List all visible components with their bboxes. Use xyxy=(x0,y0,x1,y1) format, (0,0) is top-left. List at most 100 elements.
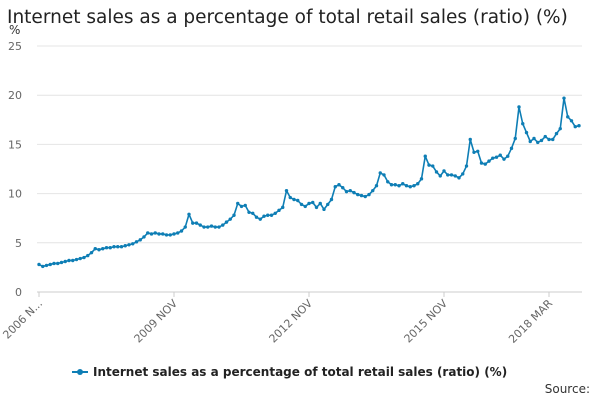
data-point[interactable] xyxy=(416,182,420,186)
data-point[interactable] xyxy=(461,172,465,176)
data-point[interactable] xyxy=(389,183,394,187)
data-point[interactable] xyxy=(168,233,172,237)
data-point[interactable] xyxy=(453,174,457,178)
data-point[interactable] xyxy=(491,156,495,160)
data-point[interactable] xyxy=(566,115,570,119)
data-point[interactable] xyxy=(397,184,401,188)
data-point[interactable] xyxy=(86,253,90,258)
data-point[interactable] xyxy=(558,126,562,131)
data-point[interactable] xyxy=(356,192,360,197)
data-point[interactable] xyxy=(254,215,259,219)
data-point[interactable] xyxy=(48,262,52,267)
data-point[interactable] xyxy=(468,137,472,142)
data-point[interactable] xyxy=(284,188,289,193)
data-point[interactable] xyxy=(123,244,127,248)
data-point[interactable] xyxy=(386,180,390,184)
data-point[interactable] xyxy=(224,220,229,224)
data-point[interactable] xyxy=(303,204,307,209)
data-point[interactable] xyxy=(292,197,296,202)
data-point[interactable] xyxy=(536,140,540,145)
data-point[interactable] xyxy=(337,183,341,187)
data-point[interactable] xyxy=(153,231,157,235)
data-point[interactable] xyxy=(322,207,326,212)
data-point[interactable] xyxy=(116,245,120,249)
data-point[interactable] xyxy=(434,170,439,174)
data-point[interactable] xyxy=(288,195,292,200)
data-point[interactable] xyxy=(472,150,476,154)
data-point[interactable] xyxy=(449,173,454,177)
data-point[interactable] xyxy=(101,247,105,251)
data-point[interactable] xyxy=(236,201,240,206)
data-point[interactable] xyxy=(198,223,202,227)
data-point[interactable] xyxy=(547,137,551,142)
data-point[interactable] xyxy=(393,183,397,187)
data-point[interactable] xyxy=(172,232,176,236)
data-point[interactable] xyxy=(247,210,251,214)
data-point[interactable] xyxy=(37,262,41,267)
data-point[interactable] xyxy=(367,192,371,197)
data-point[interactable] xyxy=(41,264,45,269)
data-point[interactable] xyxy=(108,246,112,250)
data-point[interactable] xyxy=(157,232,161,236)
data-point[interactable] xyxy=(164,233,169,237)
data-point[interactable] xyxy=(239,204,244,209)
data-point[interactable] xyxy=(487,159,491,163)
data-point[interactable] xyxy=(63,259,67,264)
data-point[interactable] xyxy=(307,201,311,206)
data-point[interactable] xyxy=(352,190,356,195)
data-point[interactable] xyxy=(142,235,146,239)
data-point[interactable] xyxy=(258,217,262,221)
data-point[interactable] xyxy=(146,231,150,235)
data-point[interactable] xyxy=(191,221,195,225)
data-point[interactable] xyxy=(569,119,574,123)
data-point[interactable] xyxy=(183,225,187,229)
data-point[interactable] xyxy=(131,242,135,246)
data-point[interactable] xyxy=(318,201,322,206)
data-point[interactable] xyxy=(378,171,382,175)
data-point[interactable] xyxy=(539,138,544,143)
data-point[interactable] xyxy=(476,149,480,153)
data-point[interactable] xyxy=(269,213,274,217)
data-point[interactable] xyxy=(517,105,521,109)
data-point[interactable] xyxy=(311,200,315,205)
data-point[interactable] xyxy=(446,173,450,177)
data-point[interactable] xyxy=(528,139,532,144)
data-point[interactable] xyxy=(299,202,304,207)
data-point[interactable] xyxy=(344,189,349,194)
data-point[interactable] xyxy=(93,247,97,251)
data-point[interactable] xyxy=(262,214,266,218)
data-point[interactable] xyxy=(217,225,221,229)
data-point[interactable] xyxy=(149,232,154,236)
data-point[interactable] xyxy=(341,185,345,190)
data-point[interactable] xyxy=(438,174,442,178)
data-point[interactable] xyxy=(412,184,416,188)
data-point[interactable] xyxy=(359,193,364,198)
data-point[interactable] xyxy=(119,245,124,249)
data-point[interactable] xyxy=(333,185,337,189)
data-point[interactable] xyxy=(577,124,581,128)
data-point[interactable] xyxy=(78,256,82,261)
data-point[interactable] xyxy=(206,225,210,229)
data-point[interactable] xyxy=(277,208,281,213)
data-point[interactable] xyxy=(521,122,525,126)
data-point[interactable] xyxy=(442,169,446,173)
data-point[interactable] xyxy=(329,197,334,202)
data-point[interactable] xyxy=(209,224,214,228)
data-point[interactable] xyxy=(52,261,56,266)
data-point[interactable] xyxy=(56,261,60,266)
data-point[interactable] xyxy=(562,96,566,100)
data-point[interactable] xyxy=(479,161,484,165)
data-point[interactable] xyxy=(427,163,431,167)
data-point[interactable] xyxy=(251,211,255,215)
data-point[interactable] xyxy=(498,153,502,157)
data-point[interactable] xyxy=(326,202,330,207)
data-point[interactable] xyxy=(176,231,180,235)
data-point[interactable] xyxy=(314,205,319,210)
data-point[interactable] xyxy=(296,198,300,203)
data-point[interactable] xyxy=(71,258,75,263)
data-point[interactable] xyxy=(187,212,191,216)
data-point[interactable] xyxy=(44,263,49,268)
data-point[interactable] xyxy=(266,213,270,217)
data-point[interactable] xyxy=(179,229,184,233)
data-point[interactable] xyxy=(243,203,247,208)
